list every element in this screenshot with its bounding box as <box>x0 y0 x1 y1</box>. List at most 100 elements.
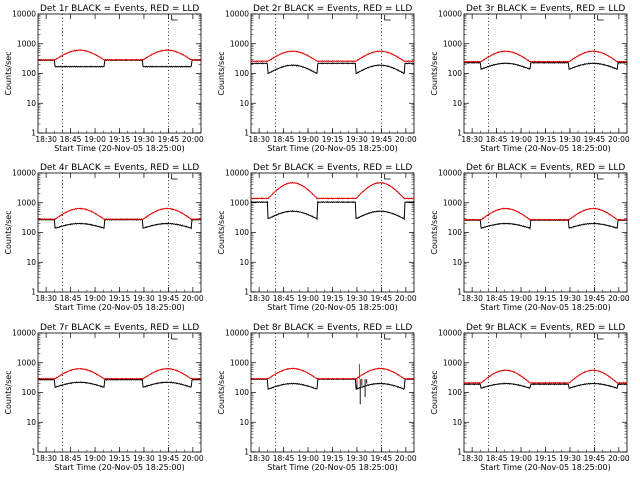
x-tick-label: 19:30 <box>559 454 581 463</box>
x-tick-label: 19:00 <box>510 135 532 144</box>
x-tick-label: 19:00 <box>510 454 532 463</box>
x-tick-label: 18:45 <box>60 454 82 463</box>
y-axis-label: Counts/sec <box>4 370 13 414</box>
y-tick-label: 100 <box>235 228 250 237</box>
lld-series-line <box>250 50 415 63</box>
x-axis-label: Start Time (20-Nov-05 18:25:00) <box>267 463 397 472</box>
lld-series-line <box>463 369 628 384</box>
y-tick-label: 1000 <box>17 358 36 367</box>
x-tick-label: 19:45 <box>371 294 393 303</box>
panel-title: Det 3r BLACK = Events, RED = LLD <box>466 4 625 14</box>
x-tick-label: 19:30 <box>133 294 155 303</box>
y-axis-label: Counts/sec <box>430 210 439 254</box>
y-tick-label: 10 <box>26 258 36 267</box>
x-tick-label: 18:30 <box>461 454 483 463</box>
y-tick-label: 1 <box>457 288 462 297</box>
y-axis-label: Counts/sec <box>4 51 13 95</box>
x-tick-label: 18:30 <box>35 135 57 144</box>
events-series-line <box>37 218 202 230</box>
corner-marker <box>597 334 604 340</box>
x-tick-label: 20:00 <box>395 454 417 463</box>
x-tick-label: 18:45 <box>273 454 295 463</box>
x-tick-label: 20:00 <box>608 135 630 144</box>
y-tick-label: 10 <box>452 418 462 427</box>
x-tick-label: 19:45 <box>158 135 180 144</box>
x-tick-label: 19:45 <box>371 135 393 144</box>
x-tick-label: 18:45 <box>60 294 82 303</box>
corner-marker <box>171 334 178 340</box>
y-tick-label: 100 <box>448 69 463 78</box>
panel-det-5r: Det 5r BLACK = Events, RED = LLD 1 10 100 10… <box>217 163 417 312</box>
x-tick-label: 19:30 <box>559 135 581 144</box>
panel-det-4r: Det 4r BLACK = Events, RED = LLD 1 10 100 10… <box>4 163 204 312</box>
corner-marker <box>384 334 391 340</box>
y-tick-label: 100 <box>22 228 37 237</box>
x-tick-label: 18:45 <box>273 294 295 303</box>
panel-title: Det 4r BLACK = Events, RED = LLD <box>40 163 199 173</box>
y-tick-label: 10 <box>239 258 249 267</box>
y-axis-label: Counts/sec <box>430 370 439 414</box>
y-tick-label: 10000 <box>12 169 36 178</box>
x-tick-label: 18:45 <box>60 135 82 144</box>
y-axis-label: Counts/sec <box>4 210 13 254</box>
panel-det-3r: Det 3r BLACK = Events, RED = LLD 1 10 100 10… <box>430 4 630 153</box>
x-tick-label: 19:30 <box>346 294 368 303</box>
y-tick-label: 1000 <box>230 358 249 367</box>
y-tick-label: 1000 <box>230 198 249 207</box>
lld-series-line <box>38 207 202 221</box>
events-series-line <box>250 62 415 75</box>
panel-title: Det 8r BLACK = Events, RED = LLD <box>253 323 412 333</box>
x-tick-label: 19:30 <box>346 454 368 463</box>
y-tick-label: 100 <box>235 69 250 78</box>
panel-title: Det 7r BLACK = Events, RED = LLD <box>40 323 199 333</box>
events-series-line <box>38 378 202 388</box>
x-tick-label: 19:30 <box>346 135 368 144</box>
x-tick-label: 19:45 <box>371 454 393 463</box>
y-tick-label: 1 <box>457 129 462 138</box>
x-tick-label: 19:00 <box>84 454 106 463</box>
x-axis-label: Start Time (20-Nov-05 18:25:00) <box>480 144 610 153</box>
y-axis-label: Counts/sec <box>217 51 226 95</box>
y-tick-label: 1 <box>31 129 36 138</box>
panel-det-7r: Det 7r BLACK = Events, RED = LLD 1 10 100 10… <box>4 323 204 472</box>
panel-det-2r: Det 2r BLACK = Events, RED = LLD 1 10 100 10… <box>217 4 417 153</box>
x-tick-label: 18:45 <box>486 294 508 303</box>
x-tick-label: 19:45 <box>584 454 606 463</box>
x-tick-label: 19:00 <box>84 135 106 144</box>
panel-title: Det 1r BLACK = Events, RED = LLD <box>40 4 199 14</box>
panel-det-8r: Det 8r BLACK = Events, RED = LLD 1 10 100 10… <box>217 323 417 472</box>
x-tick-label: 19:45 <box>584 135 606 144</box>
x-tick-label: 19:15 <box>322 294 344 303</box>
y-tick-label: 1 <box>244 129 249 138</box>
x-tick-label: 18:30 <box>35 294 57 303</box>
y-tick-label: 100 <box>235 388 250 397</box>
y-tick-label: 1000 <box>443 39 462 48</box>
x-tick-label: 18:30 <box>461 294 483 303</box>
x-tick-label: 19:15 <box>109 454 131 463</box>
y-tick-label: 10000 <box>225 169 249 178</box>
x-tick-label: 18:30 <box>248 135 270 144</box>
panel-title: Det 5r BLACK = Events, RED = LLD <box>253 163 412 173</box>
panel-title: Det 9r BLACK = Events, RED = LLD <box>466 323 625 333</box>
x-tick-label: 19:00 <box>84 294 106 303</box>
x-tick-label: 20:00 <box>182 454 204 463</box>
x-tick-label: 19:00 <box>297 135 319 144</box>
x-tick-label: 19:45 <box>584 294 606 303</box>
x-tick-label: 18:30 <box>248 294 270 303</box>
y-tick-label: 1000 <box>443 198 462 207</box>
events-series-line <box>250 200 415 221</box>
x-tick-label: 18:30 <box>461 135 483 144</box>
x-tick-label: 18:30 <box>248 454 270 463</box>
y-tick-label: 1 <box>457 448 462 457</box>
x-tick-label: 19:15 <box>535 135 557 144</box>
x-tick-label: 20:00 <box>182 135 204 144</box>
y-tick-label: 1000 <box>443 358 462 367</box>
x-tick-label: 20:00 <box>608 454 630 463</box>
y-tick-label: 10 <box>239 418 249 427</box>
x-tick-label: 19:15 <box>109 294 131 303</box>
x-axis-label: Start Time (20-Nov-05 18:25:00) <box>267 144 397 153</box>
x-axis-label: Start Time (20-Nov-05 18:25:00) <box>54 303 184 312</box>
x-tick-label: 19:30 <box>133 135 155 144</box>
y-tick-label: 10000 <box>438 329 462 338</box>
y-tick-label: 10000 <box>438 10 462 19</box>
